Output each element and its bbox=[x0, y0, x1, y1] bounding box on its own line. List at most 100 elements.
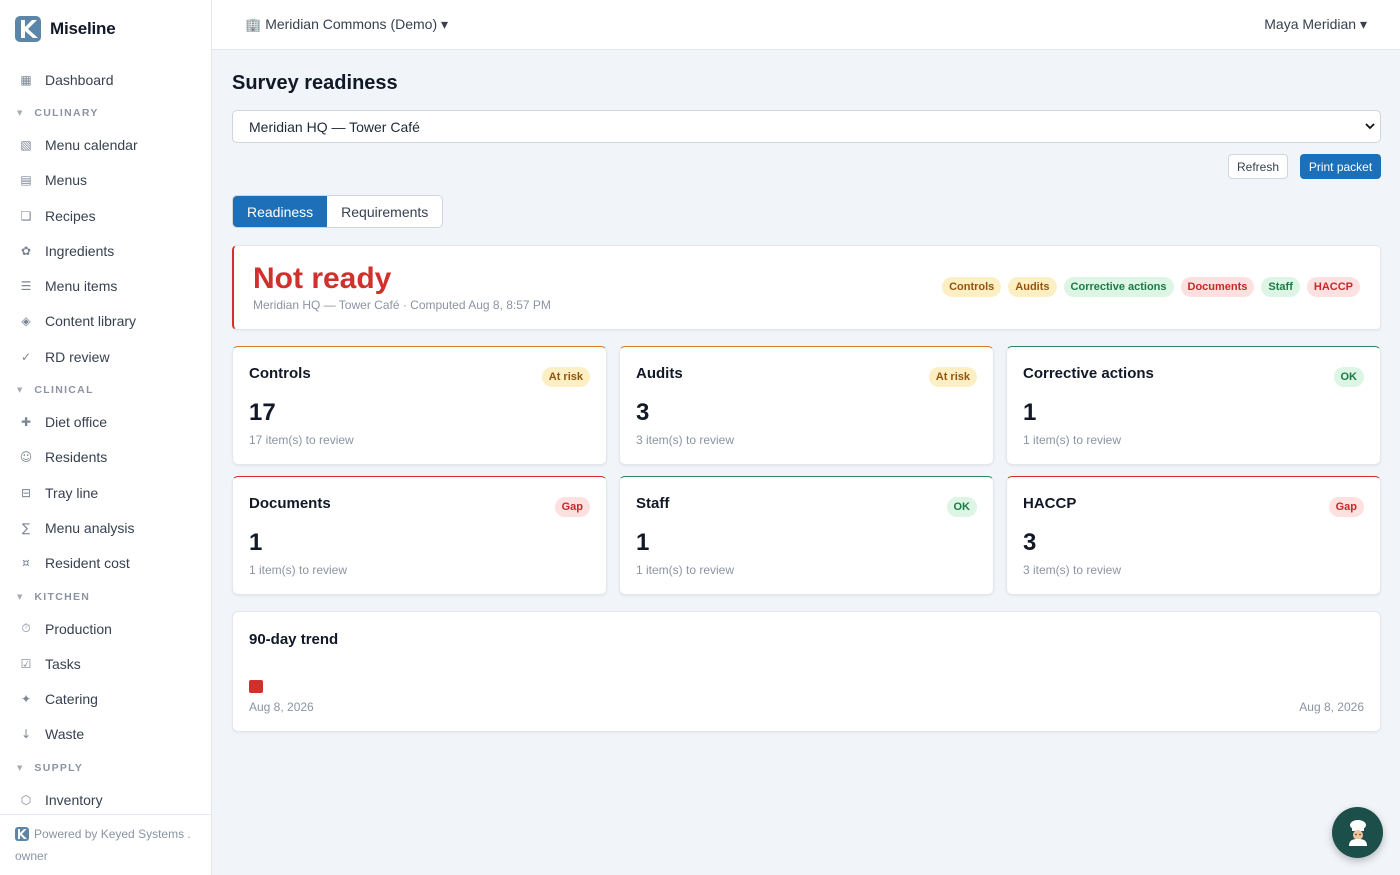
sidebar-item-residents[interactable]: ☺ Residents bbox=[0, 440, 211, 475]
miseline-logo-icon bbox=[15, 16, 41, 42]
nav-section-label: KITCHEN bbox=[34, 590, 91, 603]
sidebar-item-label: Ingredients bbox=[45, 242, 115, 259]
app-name: Miseline bbox=[50, 19, 116, 38]
sidebar-item-diet-office[interactable]: ✚ Diet office bbox=[0, 404, 211, 439]
caret-down-icon: ▼ bbox=[17, 764, 23, 773]
sidebar-item-production[interactable]: ⏱ Production bbox=[0, 611, 211, 646]
tab-requirements[interactable]: Requirements bbox=[341, 203, 429, 220]
sidebar-item-label: Menu analysis bbox=[45, 519, 135, 536]
status-badge: OK bbox=[1333, 367, 1364, 387]
sidebar-item-menus[interactable]: ▤ Menus bbox=[0, 163, 211, 198]
sidebar-item-dashboard[interactable]: ▦ Dashboard bbox=[0, 62, 211, 97]
category-card-documents[interactable]: Documents Gap 1 1 item(s) to review bbox=[232, 476, 607, 595]
menus-icon: ▤ bbox=[20, 173, 32, 188]
card-count: 3 bbox=[636, 399, 650, 426]
nav-section-clinical[interactable]: ▼ CLINICAL bbox=[0, 376, 211, 404]
trend-point[interactable] bbox=[249, 680, 263, 693]
sidebar-item-content-library[interactable]: ◈ Content library bbox=[0, 304, 211, 339]
caret-down-icon: ▼ bbox=[17, 109, 23, 118]
card-title: Controls bbox=[249, 365, 311, 382]
nav-section-culinary[interactable]: ▼ CULINARY bbox=[0, 99, 211, 127]
sidebar-item-tasks[interactable]: ☑ Tasks bbox=[0, 646, 211, 681]
sidebar-item-inventory[interactable]: ⬡ Inventory bbox=[0, 782, 211, 817]
assistant-fab[interactable] bbox=[1332, 807, 1383, 858]
sidebar-item-catering[interactable]: ✦ Catering bbox=[0, 681, 211, 716]
card-description: 1 item(s) to review bbox=[636, 563, 735, 577]
sidebar-item-ingredients[interactable]: ✿ Ingredients bbox=[0, 233, 211, 268]
category-card-controls[interactable]: Controls At risk 17 17 item(s) to review bbox=[232, 346, 607, 465]
card-title: Audits bbox=[636, 365, 683, 382]
residents-icon: ☺ bbox=[19, 450, 33, 465]
sidebar-item-tray-line[interactable]: ⊟ Tray line bbox=[0, 475, 211, 510]
catering-icon: ✦ bbox=[20, 692, 32, 707]
sidebar-item-menu-calendar[interactable]: ▧ Menu calendar bbox=[0, 127, 211, 162]
status-chip-audits[interactable]: Audits bbox=[1008, 277, 1057, 297]
category-card-haccp[interactable]: HACCP Gap 3 3 item(s) to review bbox=[1006, 476, 1381, 595]
card-title: Documents bbox=[249, 495, 331, 512]
readiness-headline: Not ready bbox=[253, 262, 392, 295]
card-description: 17 item(s) to review bbox=[249, 433, 354, 447]
sidebar-item-label: Inventory bbox=[45, 791, 103, 808]
category-card-audits[interactable]: Audits At risk 3 3 item(s) to review bbox=[619, 346, 994, 465]
sidebar-item-recipes[interactable]: ❏ Recipes bbox=[0, 198, 211, 233]
sidebar-item-label: Tray line bbox=[45, 484, 99, 501]
menu-items-icon: ☰ bbox=[20, 279, 32, 294]
card-description: 3 item(s) to review bbox=[1023, 563, 1122, 577]
status-chip-staff[interactable]: Staff bbox=[1261, 277, 1300, 297]
card-title: Corrective actions bbox=[1023, 365, 1154, 382]
tab-readiness[interactable]: Readiness bbox=[233, 196, 328, 227]
nav-section-kitchen[interactable]: ▼ KITCHEN bbox=[0, 583, 211, 611]
chevron-down-icon bbox=[1365, 123, 1375, 130]
nav-section-label: CLINICAL bbox=[34, 384, 94, 397]
sidebar-item-resident-cost[interactable]: ¤ Resident cost bbox=[0, 546, 211, 581]
card-description: 3 item(s) to review bbox=[636, 433, 735, 447]
category-card-staff[interactable]: Staff OK 1 1 item(s) to review bbox=[619, 476, 994, 595]
nav-section-label: CULINARY bbox=[34, 107, 99, 120]
card-count: 1 bbox=[636, 529, 650, 556]
user-menu[interactable]: Maya Meridian ▾ bbox=[1264, 16, 1367, 32]
card-count: 17 bbox=[249, 399, 276, 426]
sidebar-nav: ▦ Dashboard ▼ CULINARY ▧ Menu calendar ▤ Menus ❏… bbox=[0, 62, 211, 817]
status-chip-corrective-actions[interactable]: Corrective actions bbox=[1063, 277, 1174, 297]
view-tabs: Readiness Requirements bbox=[232, 195, 444, 228]
card-description: 1 item(s) to review bbox=[1023, 433, 1122, 447]
tray-line-icon: ⊟ bbox=[20, 485, 32, 500]
print-packet-button[interactable]: Print packet bbox=[1300, 154, 1381, 179]
tasks-icon: ☑ bbox=[20, 656, 32, 671]
recipes-icon: ❏ bbox=[20, 208, 32, 223]
sidebar-item-label: Tasks bbox=[45, 655, 81, 672]
trend-start-date: Aug 8, 2026 bbox=[249, 700, 314, 714]
sidebar-item-label: Menus bbox=[45, 172, 88, 189]
powered-by-text[interactable]: Powered by Keyed Systems . bbox=[34, 827, 191, 841]
content-library-icon: ◈ bbox=[21, 314, 31, 329]
sidebar-item-waste[interactable]: ↓ Waste bbox=[0, 717, 211, 752]
org-switcher[interactable]: 🏢 Meridian Commons (Demo) ▾ bbox=[245, 16, 448, 33]
sigma-icon: ∑ bbox=[21, 520, 31, 535]
sidebar-item-label: Production bbox=[45, 620, 112, 637]
status-chip-haccp[interactable]: HACCP bbox=[1306, 277, 1360, 297]
keyed-logo-icon bbox=[15, 827, 29, 841]
caret-down-icon: ▼ bbox=[17, 592, 23, 601]
check-icon: ✓ bbox=[20, 349, 32, 364]
sidebar: Miseline ▦ Dashboard ▼ CULINARY ▧ Menu calend… bbox=[0, 0, 212, 875]
readiness-subtitle: Meridian HQ — Tower Café · Computed Aug … bbox=[253, 298, 551, 312]
sidebar-item-menu-analysis[interactable]: ∑ Menu analysis bbox=[0, 510, 211, 545]
location-select[interactable]: Meridian HQ — Tower Café bbox=[232, 110, 1381, 143]
diet-office-icon: ✚ bbox=[20, 415, 32, 430]
sidebar-item-label: Recipes bbox=[45, 207, 96, 224]
cost-icon: ¤ bbox=[22, 556, 30, 571]
brand[interactable]: Miseline bbox=[0, 0, 211, 58]
sidebar-item-label: RD review bbox=[45, 348, 110, 365]
inventory-icon: ⬡ bbox=[20, 792, 32, 807]
status-chip-documents[interactable]: Documents bbox=[1180, 277, 1255, 297]
sidebar-item-rd-review[interactable]: ✓ RD review bbox=[0, 339, 211, 374]
readiness-status-card: Not ready Meridian HQ — Tower Café · Com… bbox=[232, 245, 1381, 330]
nav-section-supply[interactable]: ▼ SUPPLY bbox=[0, 754, 211, 782]
user-role: owner bbox=[15, 849, 48, 863]
sidebar-item-menu-items[interactable]: ☰ Menu items bbox=[0, 268, 211, 303]
status-badge: At risk bbox=[541, 367, 590, 387]
category-card-corrective-actions[interactable]: Corrective actions OK 1 1 item(s) to review bbox=[1006, 346, 1381, 465]
trend-end-date: Aug 8, 2026 bbox=[1299, 700, 1364, 714]
refresh-button[interactable]: Refresh bbox=[1228, 154, 1288, 179]
status-chip-controls[interactable]: Controls bbox=[942, 277, 1002, 297]
